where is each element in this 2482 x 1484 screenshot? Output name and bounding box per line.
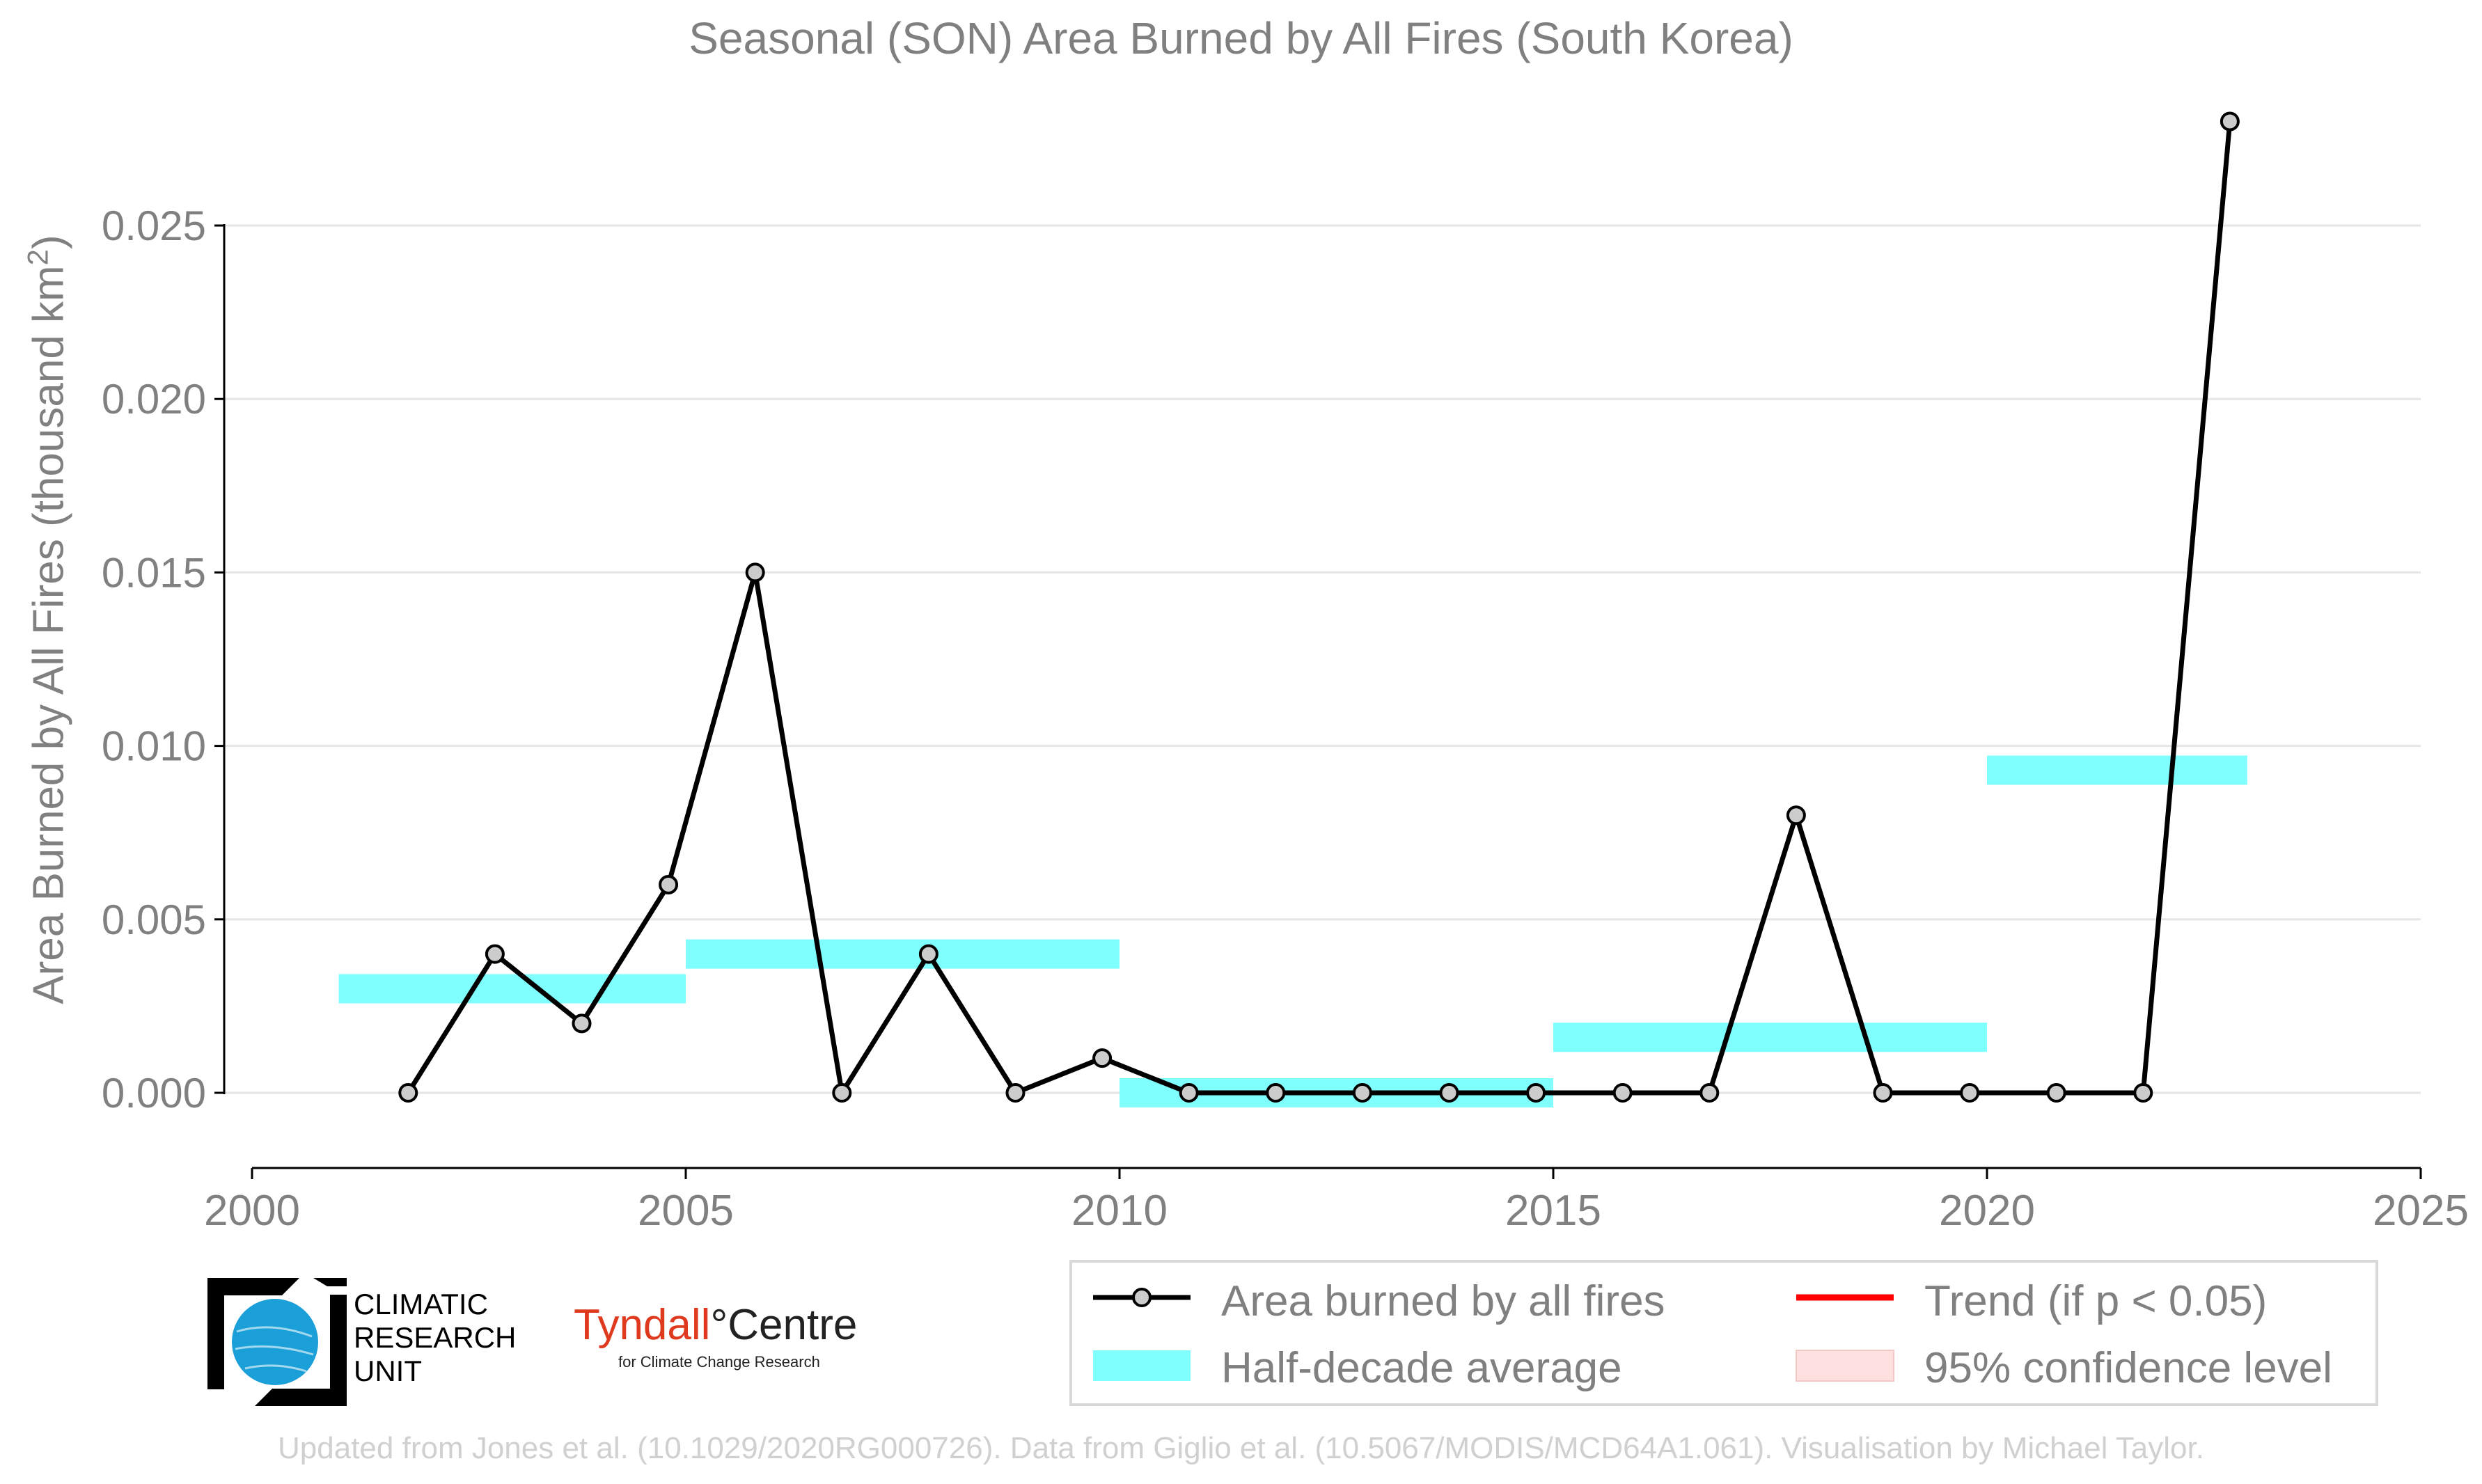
data-point	[1612, 1083, 1633, 1103]
half-decade-band	[1553, 1023, 1987, 1052]
x-tick-label: 2015	[1505, 1187, 1601, 1235]
data-point	[1352, 1083, 1372, 1103]
data-point	[1786, 805, 1806, 826]
legend-swatch-area-burned	[1093, 1288, 1191, 1307]
half-decade-band	[686, 939, 1120, 969]
y-tick-label: 0.015	[102, 549, 206, 596]
tyndall-logo: Tyndall°Centre for Climate Change Resear…	[574, 1300, 857, 1371]
y-axis-label: Area Burned by All Fires (thousand km2)	[22, 235, 74, 1004]
tyndall-centre: Centre	[728, 1301, 858, 1349]
data-point	[398, 1083, 418, 1103]
legend-label-trend: Trend (if p < 0.05)	[1924, 1277, 2268, 1325]
chart-title: Seasonal (SON) Area Burned by All Fires …	[689, 13, 1793, 63]
x-tick-label: 2020	[1939, 1187, 2035, 1235]
half-decade-band	[1987, 755, 2247, 785]
data-point	[1699, 1083, 1720, 1103]
x-tick-label: 2010	[1071, 1187, 1168, 1235]
data-point	[1266, 1083, 1286, 1103]
x-tick-label: 2025	[2373, 1187, 2469, 1235]
y-tick-label: 0.000	[102, 1070, 206, 1116]
data-point	[918, 944, 938, 964]
cru-logo-text: CLIMATIC RESEARCH UNIT	[354, 1288, 516, 1388]
data-point	[572, 1013, 592, 1034]
footer-credits: Updated from Jones et al. (10.1029/2020R…	[278, 1431, 2204, 1465]
y-axis-label-superscript: 2	[21, 248, 54, 266]
legend-label-half-decade: Half-decade average	[1221, 1344, 1622, 1392]
data-point	[2133, 1083, 2153, 1103]
data-point	[1526, 1083, 1546, 1103]
legend-label-area-burned: Area burned by all fires	[1221, 1277, 1665, 1325]
series-area-burned	[398, 111, 2240, 1103]
data-point	[1179, 1083, 1199, 1103]
y-tick-label: 0.005	[102, 897, 206, 943]
axes: 0.000 0.005 0.010 0.015 0.020 0.025 2000 2005 20…	[102, 203, 2469, 1235]
legend: Area burned by all fires Trend (if p < 0…	[1069, 1260, 2378, 1406]
legend-swatch-trend	[1796, 1294, 1894, 1301]
data-point	[1439, 1083, 1459, 1103]
y-tick-label: 0.010	[102, 723, 206, 770]
series-line	[406, 121, 2233, 1096]
legend-swatch-confidence	[1796, 1350, 1894, 1382]
y-tick-label: 0.025	[102, 203, 206, 249]
gridlines	[224, 224, 2421, 1094]
data-point	[832, 1083, 852, 1103]
y-tick-label: 0.020	[102, 376, 206, 423]
tyndall-word: Tyndall	[574, 1301, 711, 1349]
data-point	[1873, 1083, 1893, 1103]
legend-swatch-half-decade	[1093, 1350, 1191, 1381]
legend-label-confidence: 95% confidence level	[1924, 1344, 2332, 1392]
data-point	[1092, 1048, 1113, 1068]
data-point	[485, 944, 505, 964]
cru-line-2: RESEARCH	[354, 1321, 517, 1354]
data-point	[659, 874, 679, 894]
x-tick-label: 2005	[638, 1187, 734, 1235]
tyndall-subtitle: for Climate Change Research	[618, 1353, 820, 1371]
y-axis-label-end: )	[24, 235, 73, 249]
cru-line-1: CLIMATIC	[354, 1288, 488, 1320]
data-point	[1960, 1083, 1980, 1103]
half-decade-bands	[338, 755, 2247, 1107]
data-point	[1005, 1083, 1026, 1103]
cru-logo: CLIMATIC RESEARCH UNIT	[202, 1272, 689, 1412]
x-tick-label: 2000	[204, 1187, 300, 1235]
cru-line-3: UNIT	[354, 1355, 422, 1387]
tyndall-degree: °	[710, 1301, 728, 1349]
y-axis-label-main: Area Burned by All Fires (thousand km	[24, 265, 73, 1004]
tyndall-logo-text: Tyndall°Centre	[574, 1300, 857, 1350]
cru-globe-icon	[207, 1278, 347, 1406]
data-point	[745, 562, 765, 583]
data-point	[2046, 1083, 2066, 1103]
half-decade-band	[338, 974, 686, 1004]
data-point	[2220, 111, 2240, 132]
